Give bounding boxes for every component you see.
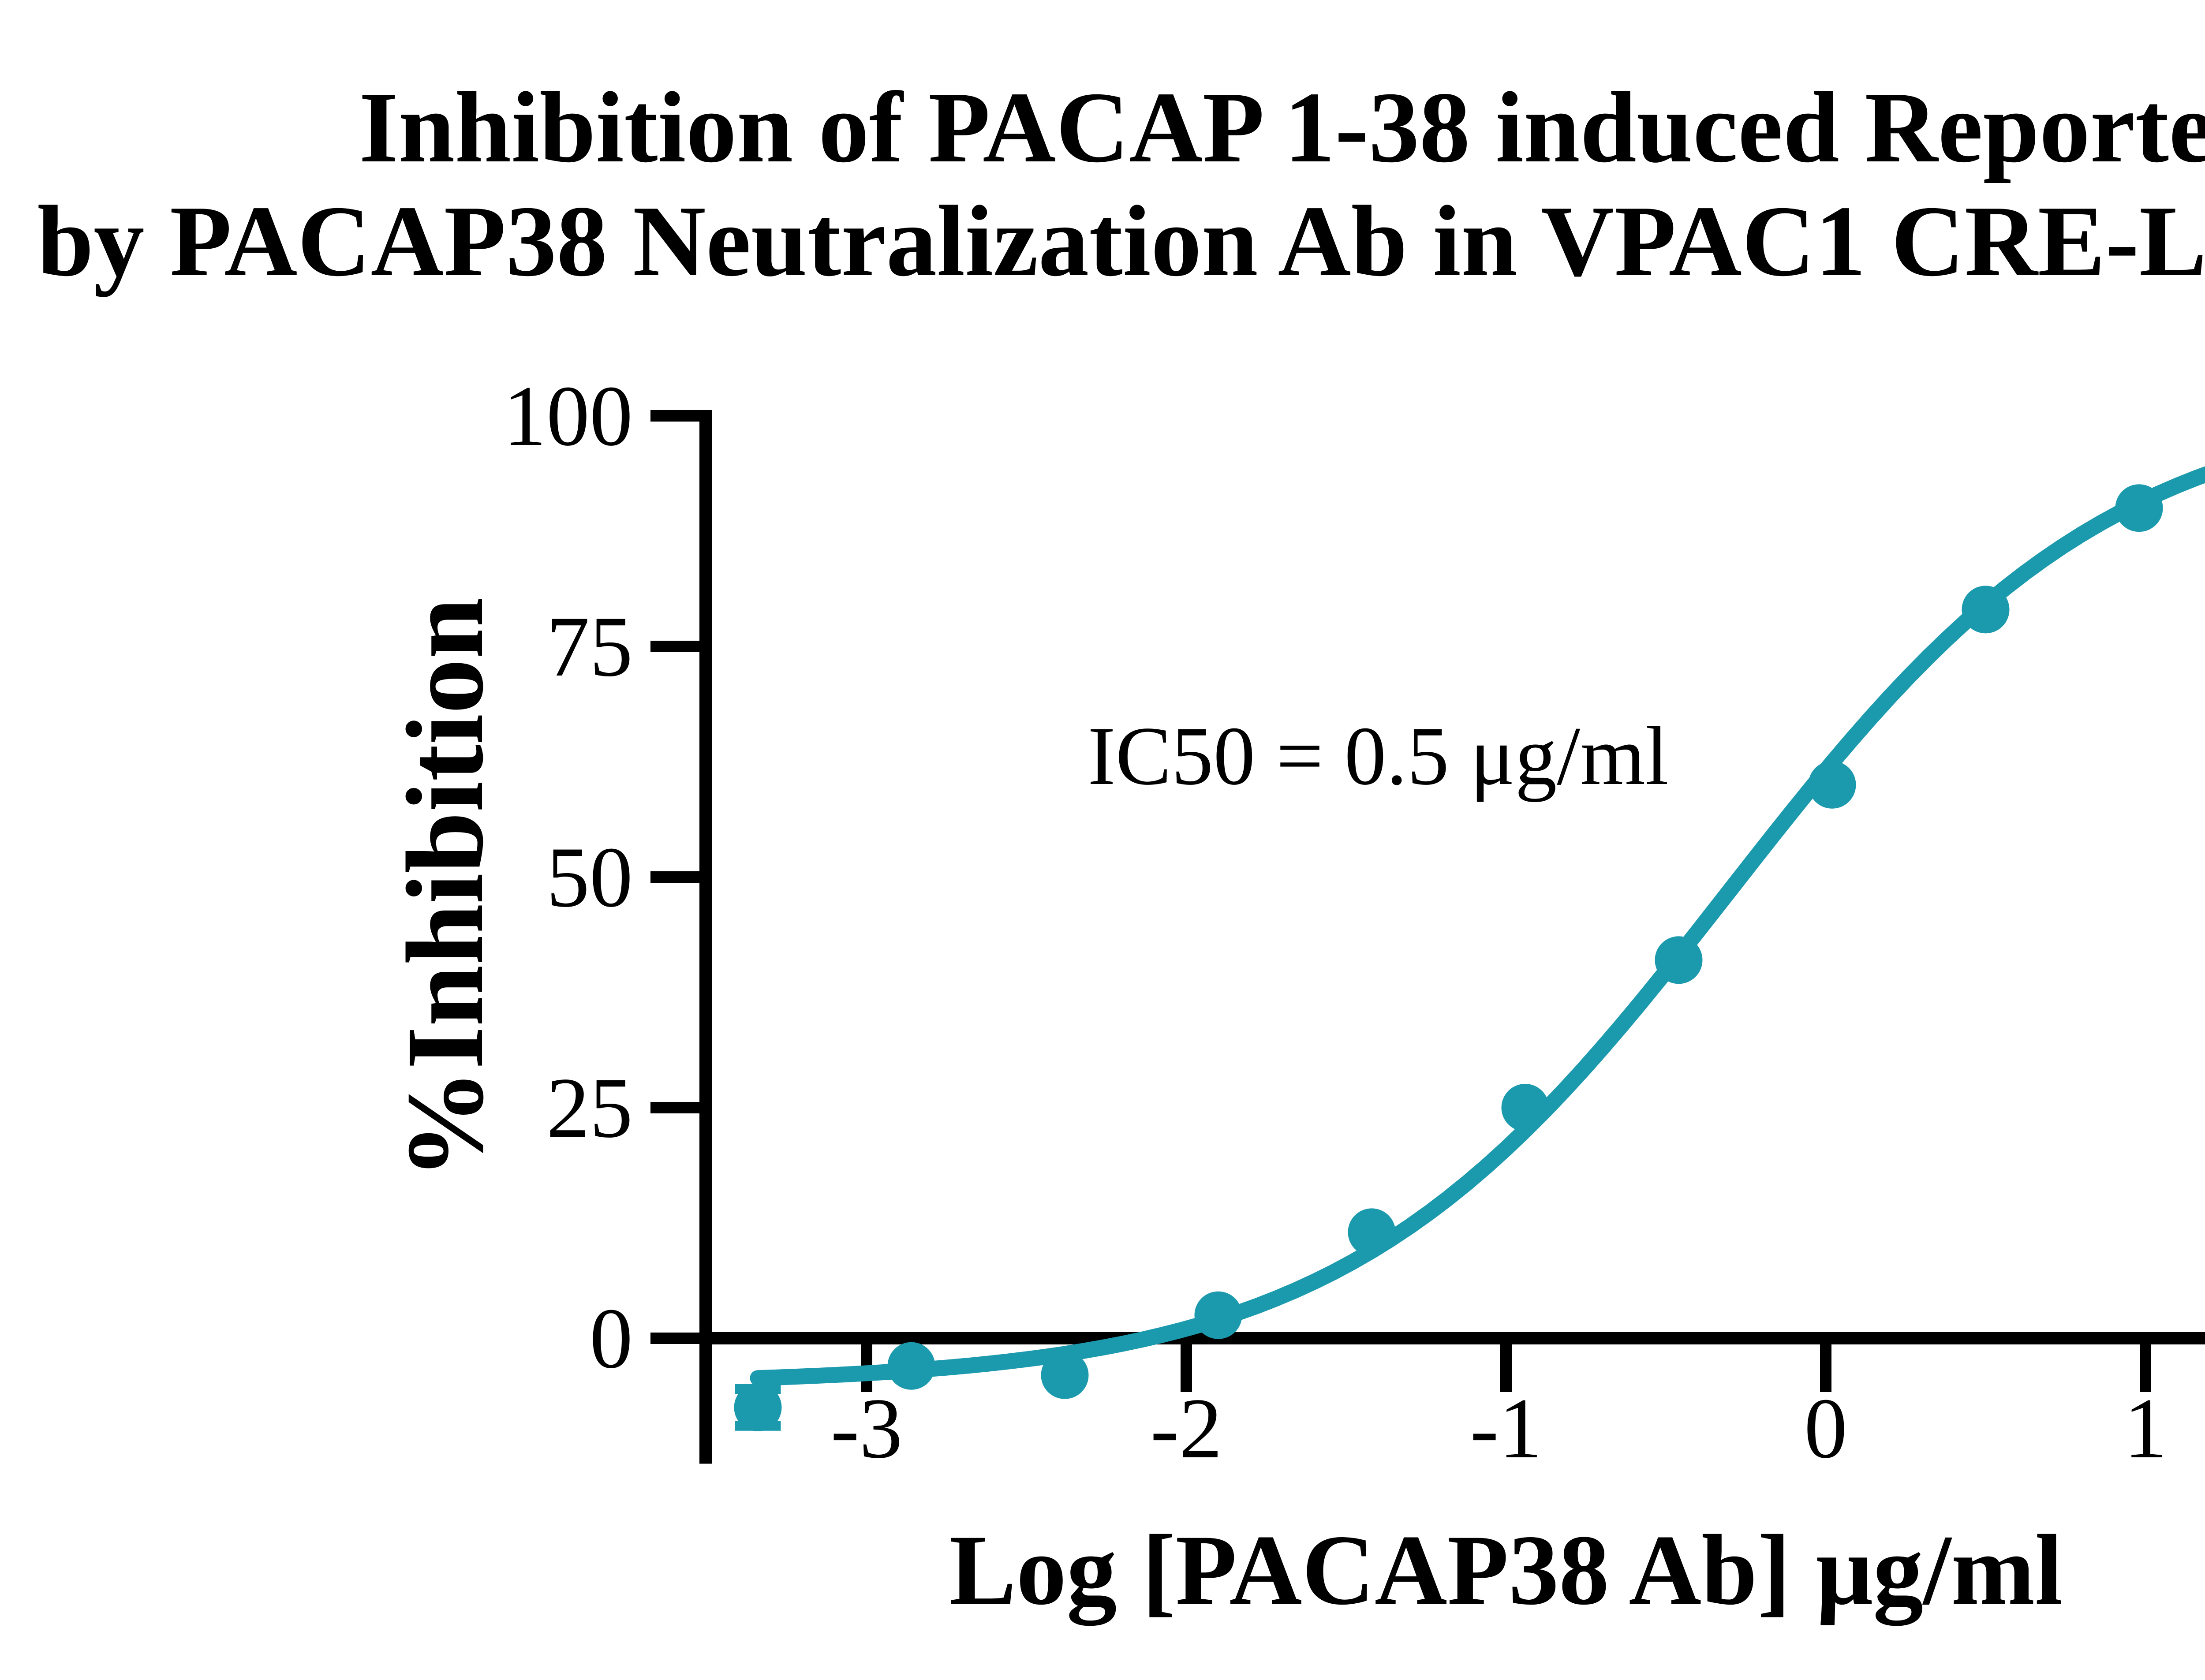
data-point	[1655, 936, 1703, 984]
data-point	[1194, 1291, 1242, 1339]
x-axis-title: Log [PACAP38 Ab] μg/ml	[949, 1515, 2063, 1626]
x-tick-label: -1	[1470, 1381, 1542, 1476]
x-tick-label: -3	[830, 1381, 902, 1476]
y-tick-label: 100	[503, 368, 633, 464]
data-point	[1501, 1084, 1549, 1131]
y-tick-label: 25	[546, 1060, 633, 1156]
data-point	[1962, 586, 2010, 634]
data-point	[734, 1383, 782, 1431]
data-point	[2115, 484, 2163, 532]
chart-title-line1: Inhibition of PACAP 1-38 induced Reporte…	[359, 71, 2205, 183]
x-tick-label: -2	[1150, 1381, 1222, 1476]
y-tick-label: 75	[546, 599, 633, 694]
data-point	[887, 1342, 935, 1390]
y-tick-label: 50	[546, 829, 633, 925]
data-point	[1348, 1208, 1396, 1256]
x-tick-label: 0	[1804, 1381, 1847, 1476]
data-point	[1041, 1351, 1089, 1399]
y-tick-label: 0	[590, 1291, 633, 1386]
ic50-annotation: IC50 = 0.5 μg/ml	[1088, 710, 1669, 803]
chart-title-line2: by PACAP38 Neutralization Ab in VPAC1 CR…	[37, 185, 2205, 297]
x-tick-label: 1	[2124, 1381, 2167, 1476]
data-point	[1808, 761, 1856, 809]
chart-title: Inhibition of PACAP 1-38 induced Reporte…	[0, 71, 2205, 298]
